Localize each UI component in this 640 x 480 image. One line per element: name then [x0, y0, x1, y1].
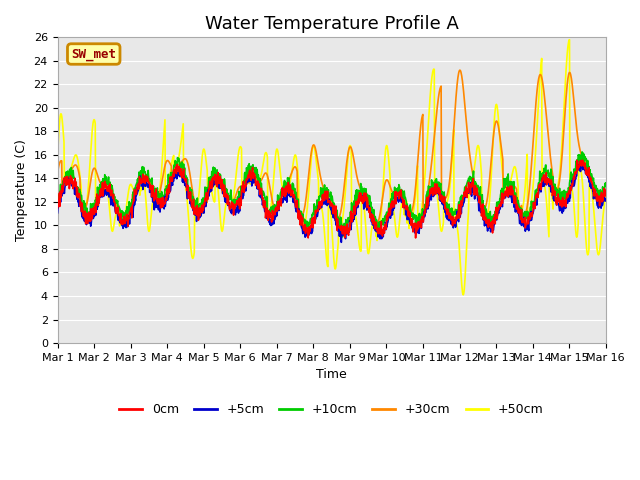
- +50cm: [566, 37, 573, 43]
- +30cm: [489, 138, 497, 144]
- +10cm: [54, 195, 61, 201]
- Line: +5cm: +5cm: [58, 164, 605, 242]
- 0cm: [163, 195, 170, 201]
- Line: 0cm: 0cm: [58, 160, 605, 238]
- +30cm: [54, 170, 61, 176]
- +30cm: [417, 121, 425, 127]
- +10cm: [537, 176, 545, 181]
- +5cm: [577, 161, 585, 167]
- +50cm: [537, 63, 545, 69]
- Y-axis label: Temperature (C): Temperature (C): [15, 139, 28, 241]
- +5cm: [537, 189, 545, 195]
- 0cm: [579, 157, 586, 163]
- +30cm: [237, 183, 245, 189]
- +50cm: [602, 193, 609, 199]
- Title: Water Temperature Profile A: Water Temperature Profile A: [205, 15, 458, 33]
- 0cm: [602, 192, 609, 198]
- 0cm: [537, 187, 545, 192]
- +30cm: [602, 191, 609, 197]
- X-axis label: Time: Time: [316, 368, 347, 381]
- Line: +50cm: +50cm: [58, 40, 605, 295]
- 0cm: [489, 230, 497, 236]
- +5cm: [602, 197, 609, 203]
- +50cm: [237, 144, 244, 150]
- +5cm: [54, 210, 61, 216]
- +50cm: [163, 192, 170, 197]
- 0cm: [412, 235, 419, 241]
- +30cm: [176, 161, 184, 167]
- +5cm: [237, 194, 244, 200]
- +5cm: [489, 226, 497, 231]
- +50cm: [460, 292, 467, 298]
- +10cm: [417, 212, 425, 218]
- +5cm: [163, 198, 170, 204]
- 0cm: [175, 169, 183, 175]
- +50cm: [417, 213, 424, 218]
- +30cm: [538, 73, 545, 79]
- 0cm: [237, 195, 244, 201]
- +5cm: [175, 172, 183, 178]
- +5cm: [337, 240, 345, 245]
- 0cm: [417, 218, 425, 224]
- +10cm: [602, 180, 609, 186]
- Text: SW_met: SW_met: [71, 48, 116, 60]
- +10cm: [237, 191, 244, 196]
- +50cm: [489, 148, 497, 154]
- +30cm: [456, 67, 463, 73]
- +10cm: [489, 217, 497, 223]
- +10cm: [175, 158, 183, 164]
- Line: +10cm: +10cm: [58, 152, 605, 237]
- +10cm: [163, 187, 170, 192]
- +10cm: [339, 234, 346, 240]
- +10cm: [578, 149, 586, 155]
- 0cm: [54, 205, 61, 211]
- +50cm: [54, 154, 61, 159]
- +50cm: [175, 151, 183, 156]
- Legend: 0cm, +5cm, +10cm, +30cm, +50cm: 0cm, +5cm, +10cm, +30cm, +50cm: [115, 398, 548, 421]
- +30cm: [120, 223, 127, 228]
- +5cm: [417, 223, 425, 228]
- +30cm: [163, 158, 170, 164]
- Line: +30cm: +30cm: [58, 70, 605, 226]
